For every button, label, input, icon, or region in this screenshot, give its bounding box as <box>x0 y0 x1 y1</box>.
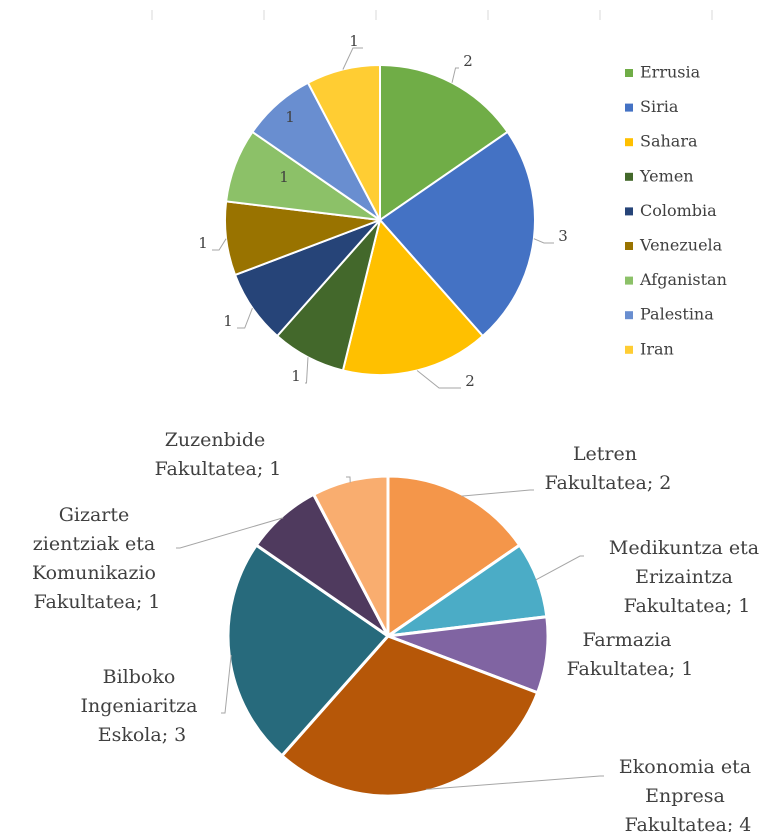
data-label: 1 <box>279 168 289 186</box>
pie-slice <box>226 543 391 758</box>
leader-line <box>176 517 284 549</box>
legend-label: Sahara <box>640 132 698 151</box>
data-label: Farmazia Fakultatea; 1 <box>567 629 694 680</box>
leader-line <box>535 555 584 581</box>
legend-swatch <box>625 242 633 250</box>
leader-line <box>342 47 363 70</box>
axis-remnants <box>151 10 713 20</box>
leader-line <box>425 775 604 790</box>
data-label: 1 <box>285 108 295 126</box>
legend-swatch <box>625 69 633 77</box>
pie-slice <box>379 63 509 222</box>
leader-line <box>461 489 534 497</box>
legend-label: Siria <box>640 97 679 116</box>
legend-label: Iran <box>640 339 674 358</box>
data-label: 1 <box>291 367 301 385</box>
legend-swatch <box>625 172 633 181</box>
data-label: Gizarte zientziak eta Komunikazio Fakult… <box>32 504 162 613</box>
leader-line <box>212 238 227 251</box>
data-label: Letren Fakultatea; 2 <box>545 443 672 494</box>
pie-slice <box>341 217 485 376</box>
data-label: 1 <box>223 312 233 330</box>
leader-line <box>451 67 459 83</box>
leader-line <box>221 654 232 714</box>
data-label: 1 <box>349 32 359 50</box>
leader-line <box>237 307 253 329</box>
pie-slice <box>279 634 540 798</box>
legend-label: Venezuela <box>639 236 723 255</box>
leader-line <box>305 357 309 384</box>
legend-swatch <box>625 138 633 147</box>
leader-line <box>416 370 461 389</box>
pie-slice <box>386 474 522 639</box>
legend-label: Errusia <box>640 63 701 82</box>
legend-label: Palestina <box>640 305 714 324</box>
legend-swatch <box>625 345 633 354</box>
legend-swatch <box>625 311 633 320</box>
data-label: Ekonomia eta Enpresa Fakultatea; 4 <box>619 756 757 832</box>
leader-line <box>533 238 554 244</box>
data-label: 1 <box>198 234 208 252</box>
leader-line <box>346 476 351 483</box>
legend-swatch <box>625 276 633 285</box>
data-label: Medikuntza eta Erizaintza Fakultatea; 1 <box>609 537 765 617</box>
legend-label: Colombia <box>640 201 717 220</box>
data-label: 2 <box>463 52 473 70</box>
legend-label: Yemen <box>639 166 694 185</box>
data-label: 2 <box>465 372 475 390</box>
data-label: Zuzenbide Fakultatea; 1 <box>155 429 282 480</box>
data-label: Bilboko Ingeniaritza Eskola; 3 <box>81 666 204 746</box>
legend-label: Afganistan <box>639 270 727 289</box>
legend-swatch <box>625 103 633 112</box>
data-label: 3 <box>558 227 568 245</box>
legend-swatch <box>625 207 633 216</box>
